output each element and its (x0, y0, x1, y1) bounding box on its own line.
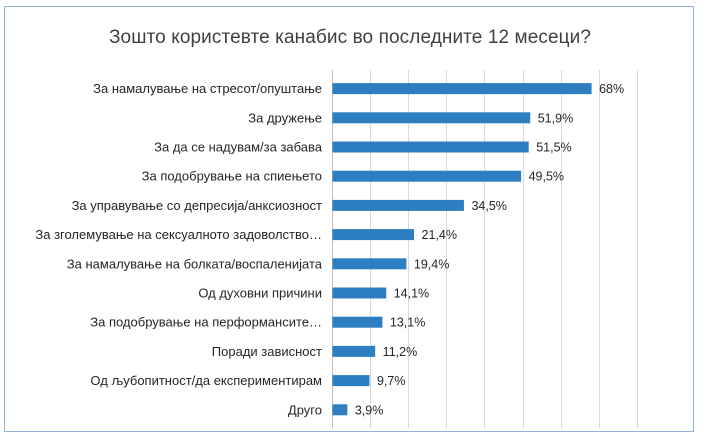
category-label: За зголемување на сексуалното задоволств… (35, 227, 322, 242)
data-label: 49,5% (529, 170, 564, 184)
category-label: За управување со депресија/анксиозност (72, 198, 322, 213)
bar (332, 170, 522, 182)
data-label: 51,5% (536, 141, 571, 155)
data-label: 68% (599, 82, 624, 96)
bar (332, 375, 370, 387)
category-label: За подобрување на спиењето (142, 169, 322, 184)
data-label: 3,9% (355, 403, 384, 417)
category-label: За дружење (248, 110, 322, 125)
data-label: 9,7% (377, 374, 406, 388)
bar (332, 404, 348, 416)
data-label: 13,1% (390, 316, 425, 330)
data-label: 51,9% (538, 111, 573, 125)
chart-title: Зошто користевте канабис во последните 1… (108, 27, 591, 48)
bar (332, 199, 464, 211)
category-label: За подобрување на перформансите… (90, 315, 322, 330)
data-label: 34,5% (471, 199, 506, 213)
bar (332, 258, 407, 270)
bar (332, 316, 383, 328)
chart-frame: Зошто користевте канабис во последните 1… (4, 6, 694, 432)
category-label: Поради зависност (212, 344, 322, 359)
data-label: 11,2% (383, 345, 418, 359)
category-label: Друго (288, 402, 322, 417)
data-label: 14,1% (394, 287, 429, 301)
data-label: 19,4% (414, 257, 449, 271)
data-label: 21,4% (422, 228, 457, 242)
category-label: За да се надувам/за забава (154, 140, 323, 155)
bar (332, 229, 415, 241)
bar (332, 287, 387, 299)
category-label: За намалување на стресот/опуштање (93, 81, 322, 96)
bar (332, 345, 376, 357)
category-label: За намалување на болката/воспаленијата (67, 256, 323, 271)
bar (332, 141, 529, 153)
category-label: Од љубопитност/да експериментирам (90, 373, 322, 388)
bar (332, 112, 531, 124)
bar (332, 83, 592, 95)
bar-chart: За намалување на стресот/опуштање 68% За д… (35, 70, 638, 429)
category-label: Од духовни причини (198, 286, 322, 301)
